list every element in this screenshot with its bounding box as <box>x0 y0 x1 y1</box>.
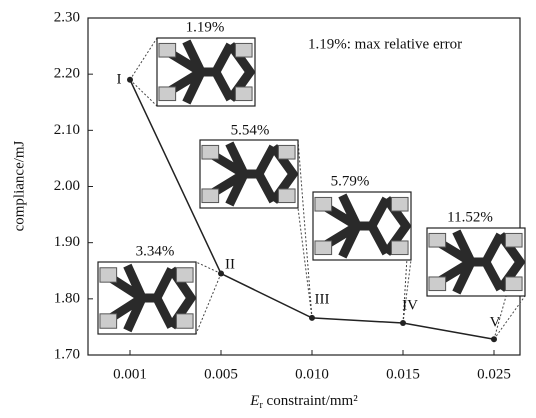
point-label: II <box>225 256 235 272</box>
error-label: 11.52% <box>447 209 493 225</box>
thumb-support <box>235 87 252 101</box>
y-tick-label: 2.00 <box>54 178 80 194</box>
point <box>309 315 315 321</box>
y-tick-label: 1.80 <box>54 290 80 306</box>
point-label: V <box>490 314 501 330</box>
thumb-support <box>429 233 446 247</box>
point-label: III <box>315 291 330 307</box>
leader-line <box>403 260 411 323</box>
thumb-support <box>176 314 193 328</box>
thumb-support <box>100 268 117 282</box>
thumb-support <box>235 43 252 57</box>
thumb-support <box>315 197 332 211</box>
x-label-symbol: E <box>249 393 259 409</box>
note: 1.19%: max relative error <box>308 36 462 52</box>
y-axis-label: compliance/mJ <box>11 140 27 231</box>
thumb-support <box>505 277 522 291</box>
thumb-support <box>391 241 408 255</box>
structure-thumbnail <box>427 228 525 296</box>
error-label: 5.79% <box>331 173 370 189</box>
y-tick-label: 2.20 <box>54 66 80 82</box>
point <box>491 336 497 342</box>
thumb-support <box>315 241 332 255</box>
thumb-support <box>202 189 219 203</box>
leader-line <box>298 140 312 318</box>
thumb-support <box>159 43 176 57</box>
structure-thumbnail <box>313 192 411 260</box>
y-tick-label: 2.30 <box>54 9 80 25</box>
thumb-support <box>202 145 219 159</box>
thumb-support <box>278 145 295 159</box>
thumb-support <box>278 189 295 203</box>
leader-line <box>130 80 157 106</box>
error-label: 1.19% <box>186 19 225 35</box>
thumb-support <box>429 277 446 291</box>
structure-thumbnail <box>157 38 255 106</box>
leader-line <box>196 262 221 274</box>
x-tick-label: 0.001 <box>113 366 147 382</box>
error-label: 3.34% <box>136 243 175 259</box>
point <box>400 320 406 326</box>
thumb-support <box>100 314 117 328</box>
structure-thumbnail <box>98 262 196 334</box>
x-tick-label: 0.025 <box>477 366 511 382</box>
thumb-support <box>176 268 193 282</box>
x-label-text: constraint/mm² <box>263 393 358 409</box>
thumb-support <box>159 87 176 101</box>
leader-line <box>196 274 221 334</box>
error-label: 5.54% <box>231 122 270 138</box>
point <box>218 271 224 277</box>
leader-line <box>130 38 157 80</box>
x-tick-label: 0.015 <box>386 366 420 382</box>
chart: compliance/mJ Er constraint/mm² 1.19%: m… <box>0 0 536 418</box>
point <box>127 77 133 83</box>
x-tick-label: 0.005 <box>204 366 238 382</box>
point-label: IV <box>402 297 418 313</box>
x-axis-label: Er constraint/mm² <box>249 393 358 411</box>
y-tick-label: 1.90 <box>54 234 80 250</box>
y-tick-label: 1.70 <box>54 346 80 362</box>
thumb-support <box>505 233 522 247</box>
structure-thumbnail <box>200 140 298 208</box>
x-tick-label: 0.010 <box>295 366 329 382</box>
point-label: I <box>117 71 122 87</box>
y-tick-label: 2.10 <box>54 122 80 138</box>
thumb-support <box>391 197 408 211</box>
